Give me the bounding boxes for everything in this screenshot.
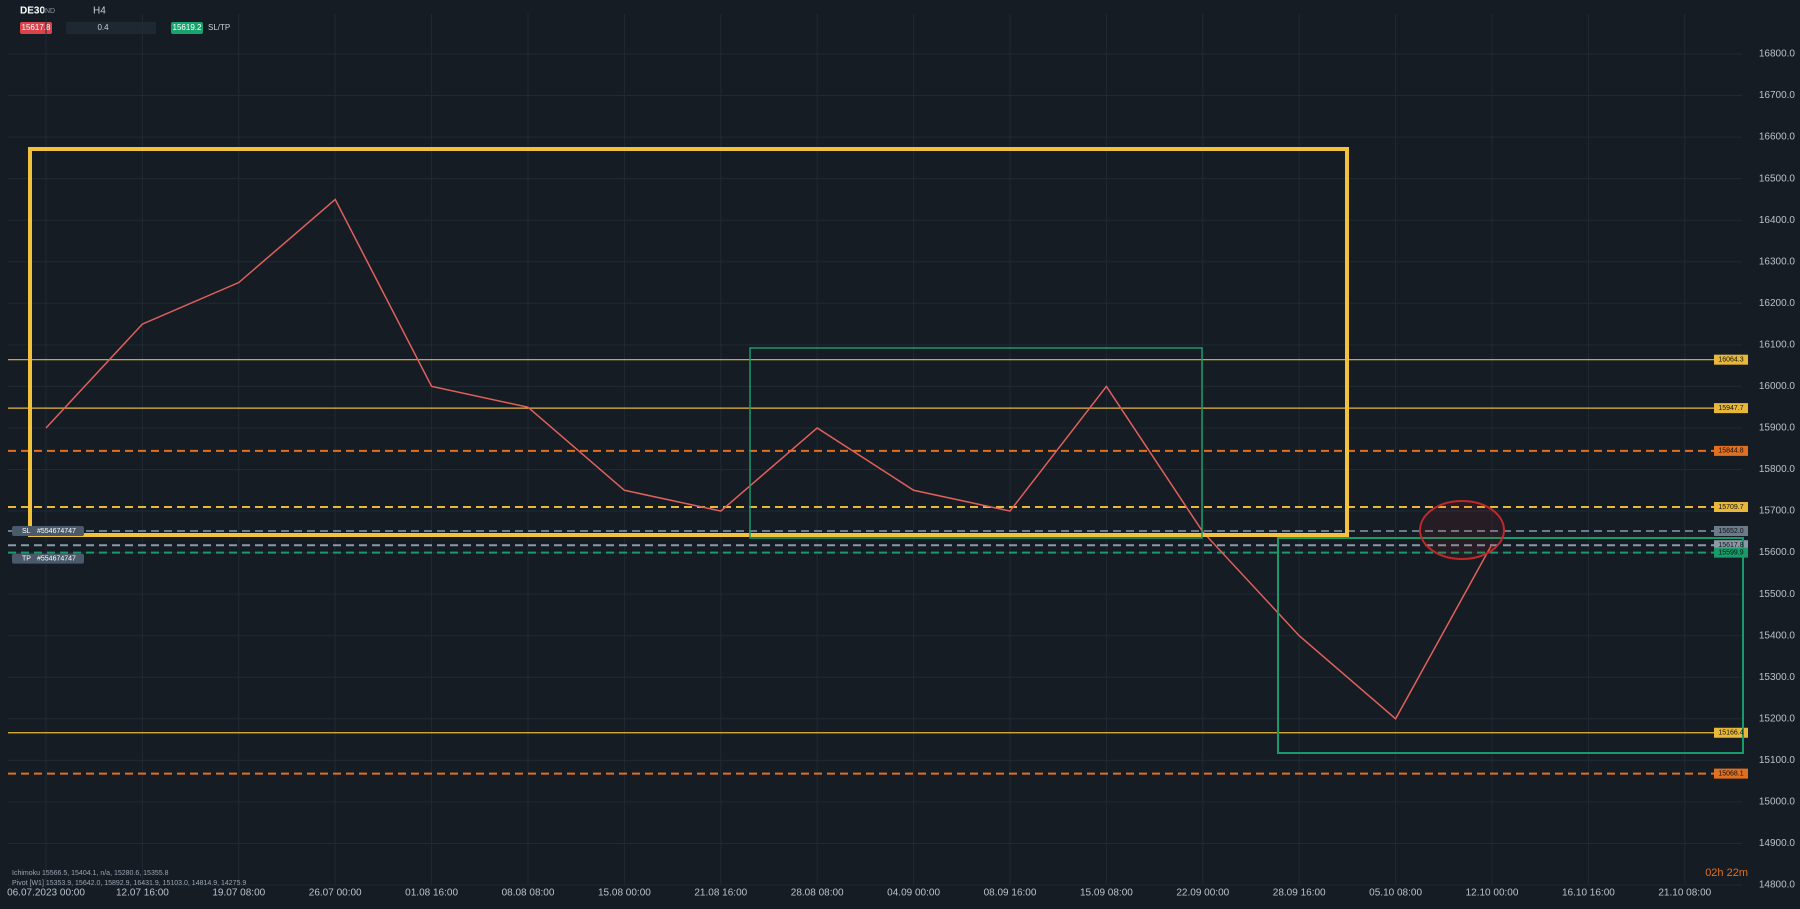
y-tick-label: 14800.0 <box>1759 880 1796 891</box>
x-tick-label: 15.09 08:00 <box>1080 888 1133 899</box>
y-tick-label: 16200.0 <box>1759 298 1796 309</box>
indicator-legend: Pivot [W1] 15353.9, 15642.0, 15892.9, 16… <box>12 880 246 887</box>
buy-price[interactable]: 15619.2 <box>173 23 202 32</box>
price-tag <box>1714 445 1748 456</box>
x-tick-label: 21.10 08:00 <box>1658 888 1711 899</box>
plot-area <box>8 14 1748 886</box>
price-tag-label: 15652.0 <box>1718 528 1743 535</box>
y-tick-label: 15300.0 <box>1759 672 1796 683</box>
y-tick-label: 16500.0 <box>1759 173 1796 184</box>
indicator-legend: Ichimoku 15566.5, 15404.1, n/a, 15280.6,… <box>12 870 169 877</box>
price-tag-label: 15068.1 <box>1718 770 1743 777</box>
price-line <box>45 198 1493 720</box>
x-tick-label: 01.08 16:00 <box>405 888 458 899</box>
y-tick-label: 15500.0 <box>1759 589 1796 600</box>
y-tick-label: 16600.0 <box>1759 132 1796 143</box>
price-tag <box>1714 502 1748 513</box>
price-tag-label: 15166.4 <box>1718 730 1743 737</box>
timeframe[interactable]: H4 <box>93 6 106 17</box>
drawn-rectangle <box>749 347 1203 539</box>
order-type: SL <box>22 528 31 535</box>
candle-timer: 02h 22m <box>1705 867 1748 879</box>
volume[interactable]: 0.4 <box>97 23 109 32</box>
y-tick-label: 15700.0 <box>1759 506 1796 517</box>
x-tick-label: 16.10 16:00 <box>1562 888 1615 899</box>
y-tick-label: 16100.0 <box>1759 339 1796 350</box>
y-tick-label: 15400.0 <box>1759 630 1796 641</box>
symbol[interactable]: DE30 <box>20 6 45 17</box>
price-tag-label: 15844.8 <box>1718 448 1743 455</box>
order-id: #554674747 <box>37 528 76 535</box>
order-id: #554674747 <box>37 555 76 562</box>
drawn-rectangle <box>28 147 1349 537</box>
y-tick-label: 16700.0 <box>1759 90 1796 101</box>
x-tick-label: 19.07 08:00 <box>212 888 265 899</box>
buy-button[interactable] <box>171 22 203 34</box>
x-tick-label: 22.09 00:00 <box>1176 888 1229 899</box>
y-tick-label: 16300.0 <box>1759 256 1796 267</box>
x-tick-label: 21.08 16:00 <box>694 888 747 899</box>
price-tag <box>1714 547 1748 558</box>
y-tick-label: 15000.0 <box>1759 797 1796 808</box>
y-tick-label: 15600.0 <box>1759 547 1796 558</box>
price-tag <box>1714 354 1748 365</box>
order-tag <box>12 525 84 536</box>
x-tick-label: 28.09 16:00 <box>1273 888 1326 899</box>
x-tick-label: 12.07 16:00 <box>116 888 169 899</box>
price-tag <box>1714 525 1748 536</box>
price-tag-label: 15617.8 <box>1718 542 1743 549</box>
x-tick-label: 05.10 08:00 <box>1369 888 1422 899</box>
y-tick-label: 15900.0 <box>1759 423 1796 434</box>
highlight-ellipse <box>1419 500 1505 560</box>
x-tick-label: 26.07 00:00 <box>309 888 362 899</box>
price-tag-label: 15709.7 <box>1718 504 1743 511</box>
market: IND <box>43 8 55 15</box>
price-tag-label: 16064.3 <box>1718 357 1743 364</box>
x-tick-label: 04.09 00:00 <box>887 888 940 899</box>
price-tag-label: 15947.7 <box>1718 405 1743 412</box>
y-tick-label: 16000.0 <box>1759 381 1796 392</box>
sell-button[interactable] <box>20 22 52 34</box>
price-tag <box>1714 768 1748 779</box>
x-tick-label: 28.08 08:00 <box>791 888 844 899</box>
y-tick-label: 16400.0 <box>1759 215 1796 226</box>
y-tick-label: 15200.0 <box>1759 713 1796 724</box>
y-tick-label: 14900.0 <box>1759 838 1796 849</box>
volume-box[interactable] <box>66 22 156 34</box>
sell-price[interactable]: 15617.8 <box>22 23 51 32</box>
y-tick-label: 15100.0 <box>1759 755 1796 766</box>
price-tag <box>1714 727 1748 738</box>
x-tick-label: 06.07.2023 00:00 <box>7 888 85 899</box>
y-tick-label: 16800.0 <box>1759 49 1796 60</box>
price-tag <box>1714 540 1748 551</box>
x-tick-label: 12.10 00:00 <box>1466 888 1519 899</box>
order-tag <box>12 553 84 564</box>
x-tick-label: 15.08 00:00 <box>598 888 651 899</box>
sltp-button[interactable]: SL/TP <box>208 23 230 32</box>
drawn-rectangle <box>1277 537 1744 754</box>
x-tick-label: 08.09 16:00 <box>984 888 1037 899</box>
y-tick-label: 15800.0 <box>1759 464 1796 475</box>
x-tick-label: 08.08 08:00 <box>502 888 555 899</box>
price-tag <box>1714 403 1748 414</box>
order-type: TP <box>22 555 31 562</box>
price-tag-label: 15599.9 <box>1718 549 1743 556</box>
